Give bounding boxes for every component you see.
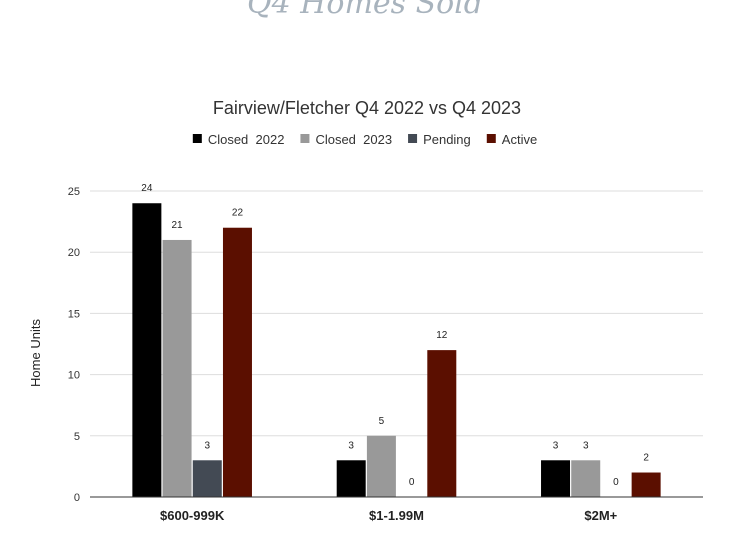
bar	[631, 472, 661, 497]
bar	[427, 350, 457, 497]
bar	[336, 460, 366, 497]
y-tick-label: 20	[68, 247, 80, 259]
legend-swatch	[486, 134, 496, 143]
bar	[132, 203, 162, 498]
data-label: 24	[141, 183, 153, 194]
legend-swatch	[300, 134, 310, 143]
x-category-label: $1-1.99M	[369, 508, 424, 523]
chart-grid	[90, 190, 703, 437]
x-category-label: $2M+	[584, 508, 617, 523]
data-label: 3	[553, 440, 559, 451]
chart-bars	[132, 203, 661, 498]
data-label: 3	[204, 440, 210, 451]
page-heading: Q4 Homes Sold	[247, 0, 483, 21]
y-tick-label: 10	[68, 370, 80, 382]
y-tick-label: 5	[74, 431, 80, 443]
y-tick-label: 0	[74, 492, 80, 504]
x-axis-categories: $600-999K $1-1.99M $2M+	[160, 508, 618, 523]
data-label: 21	[172, 220, 184, 231]
bar	[222, 227, 252, 497]
data-label: 12	[436, 330, 448, 341]
chart-title: Fairview/Fletcher Q4 2022 vs Q4 2023	[213, 98, 521, 118]
data-label: 22	[232, 208, 244, 219]
bar	[571, 460, 601, 497]
y-axis-title: Home Units	[28, 319, 43, 387]
data-label: 5	[379, 416, 385, 427]
chart-legend: Closed 2022 Closed 2023 Pending Active	[192, 132, 537, 147]
bar	[366, 435, 396, 497]
legend-label: Closed 2023	[315, 132, 392, 147]
x-category-label: $600-999K	[160, 508, 225, 523]
data-label: 0	[409, 477, 415, 488]
data-label: 3	[583, 440, 589, 451]
legend-swatch	[408, 134, 418, 143]
bar	[541, 460, 571, 497]
y-tick-label: 15	[68, 308, 80, 320]
y-axis-ticks: 0 5 10 15 20 25	[68, 186, 80, 504]
data-label: 2	[643, 453, 649, 464]
data-label: 3	[348, 440, 354, 451]
legend-label: Pending	[423, 132, 471, 147]
bar	[192, 460, 222, 497]
data-label: 0	[613, 477, 619, 488]
legend-swatch	[192, 134, 202, 143]
bar	[162, 239, 192, 497]
y-tick-label: 25	[68, 186, 80, 198]
legend-label: Closed 2022	[208, 132, 285, 147]
legend-label: Active	[502, 132, 537, 147]
chart-data-labels: 24 21 3 22 3 5 0 12 3 3 0 2	[141, 183, 649, 488]
